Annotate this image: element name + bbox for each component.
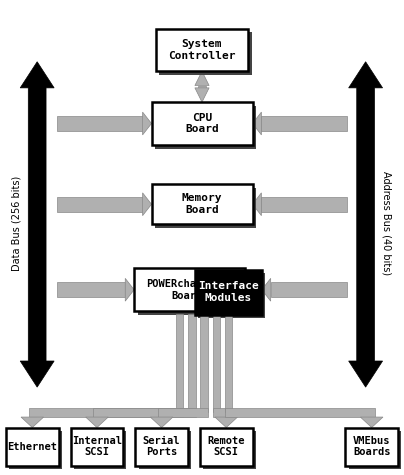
Bar (155, 106, 256, 149)
Polygon shape (349, 62, 383, 387)
Text: Address Bus (40 bits): Address Bus (40 bits) (382, 171, 391, 276)
Bar (345, 428, 398, 466)
Bar (158, 408, 208, 417)
Text: Ethernet: Ethernet (7, 441, 57, 452)
Bar (213, 314, 220, 412)
Bar (176, 314, 183, 412)
Bar (152, 184, 252, 225)
Text: Memory
Board: Memory Board (182, 193, 222, 215)
Bar (139, 431, 191, 469)
Bar (71, 428, 123, 466)
Polygon shape (215, 417, 238, 428)
Bar (74, 431, 126, 469)
Bar (225, 408, 375, 417)
Polygon shape (150, 417, 173, 428)
Polygon shape (195, 71, 209, 86)
Bar (57, 197, 143, 212)
Text: System
Controller: System Controller (168, 39, 236, 61)
Text: Interface
Modules: Interface Modules (198, 281, 259, 303)
Bar (225, 314, 232, 412)
Text: Remote
SCSI: Remote SCSI (208, 436, 245, 457)
Bar (57, 116, 143, 131)
Polygon shape (86, 417, 108, 428)
Bar (6, 428, 59, 466)
Bar (271, 282, 347, 297)
Bar (159, 32, 252, 75)
Bar (213, 408, 230, 417)
Bar (261, 116, 347, 131)
Polygon shape (360, 417, 383, 428)
Bar (195, 270, 262, 315)
Bar (155, 188, 256, 228)
Bar (198, 274, 265, 318)
Bar (93, 408, 196, 417)
Bar (203, 431, 256, 469)
Bar (29, 408, 183, 417)
Polygon shape (262, 278, 271, 301)
Bar (200, 314, 208, 412)
Bar (349, 431, 401, 469)
Text: CPU
Board: CPU Board (185, 113, 219, 134)
Text: Internal
SCSI: Internal SCSI (72, 436, 122, 457)
Text: POWERchannel-2
Boards: POWERchannel-2 Boards (146, 279, 234, 301)
Polygon shape (20, 62, 54, 387)
Text: VMEbus
Boards: VMEbus Boards (353, 436, 390, 457)
Bar (57, 282, 125, 297)
Polygon shape (21, 417, 44, 428)
Bar (135, 428, 188, 466)
Bar (134, 268, 245, 311)
Bar (9, 431, 62, 469)
Bar (261, 197, 347, 212)
Polygon shape (143, 112, 152, 135)
Bar (198, 86, 206, 88)
Bar (137, 272, 248, 315)
Polygon shape (252, 112, 261, 135)
Bar (200, 428, 252, 466)
Text: Data Bus (256 bits): Data Bus (256 bits) (11, 176, 21, 271)
Polygon shape (195, 88, 209, 102)
Bar (156, 28, 248, 71)
Text: Serial
Ports: Serial Ports (143, 436, 180, 457)
Bar (188, 314, 196, 412)
Polygon shape (125, 278, 134, 301)
Polygon shape (252, 193, 261, 216)
Bar (152, 102, 252, 145)
Polygon shape (143, 193, 152, 216)
